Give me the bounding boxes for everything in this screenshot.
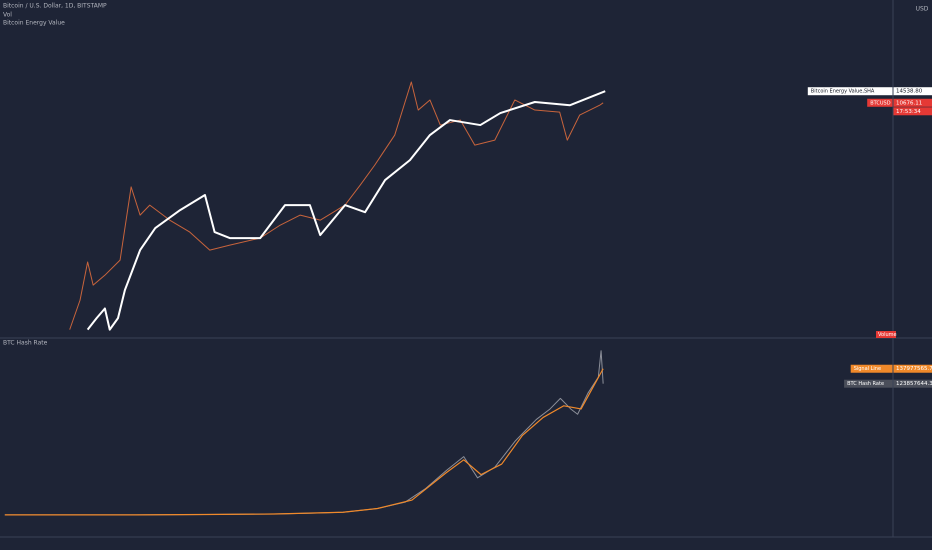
tag-value: 123857644.32 [896,381,932,387]
currency-label: USD [916,6,929,13]
tag-value-box [893,87,932,96]
indicator-label: Bitcoin Energy Value [3,20,65,27]
tag-name-box [867,98,893,107]
tag-name: Signal Line [854,366,881,372]
tag-value: 10676.11 [896,100,922,106]
countdown-box [893,107,932,116]
tag-name: Bitcoin Energy Value,SHA [811,89,875,95]
tag-value-box [893,98,932,107]
tag-value-box [893,379,932,388]
tag-name-box [844,379,893,388]
tag-value: 137977565.76 [896,366,932,372]
volume-label: Volume [878,332,897,338]
tag-value: 14538.80 [896,89,923,95]
pane-title: BTC Hash Rate [3,340,48,347]
series-line [4,368,604,516]
chart-title: Bitcoin / U.S. Dollar, 1D, BITSTAMP [3,3,107,10]
series-line [86,90,606,331]
countdown: 17:53:34 [896,109,921,115]
tag-name-box [807,87,893,96]
tag-name: BTC Hash Rate [847,381,884,387]
volume-badge [876,331,896,338]
indicator-label: Vol [3,12,12,19]
tag-name: BTCUSD [870,100,891,106]
tag-value-box [893,364,932,373]
tag-name-box [850,364,893,373]
